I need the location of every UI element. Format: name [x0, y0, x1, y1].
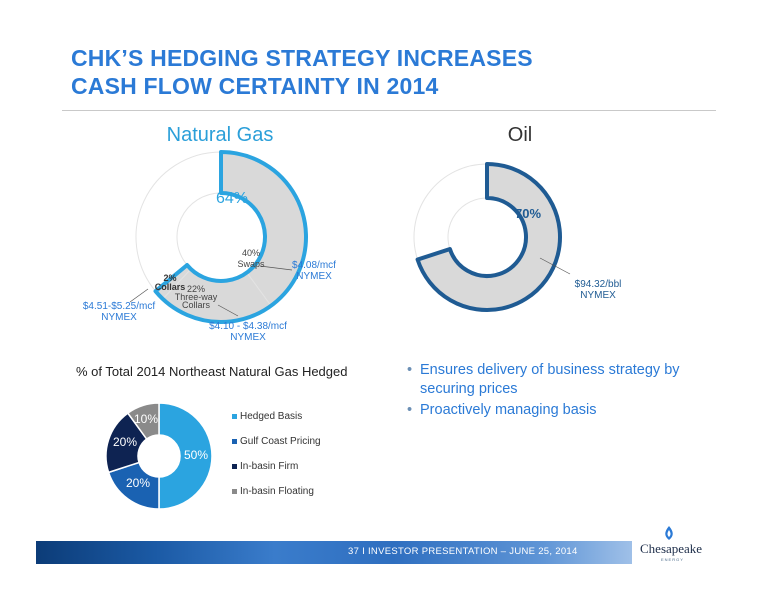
flame-icon	[665, 526, 673, 540]
legend-label: Gulf Coast Pricing	[240, 436, 321, 447]
logo-sub: ENERGY	[661, 557, 684, 562]
oil-hedged-outline	[415, 162, 562, 312]
legend-item: In-basin Firm	[232, 461, 321, 486]
three-way-leader-line	[217, 304, 239, 317]
title-divider	[62, 110, 716, 111]
gas-hedged-percent-label: 64%	[216, 190, 248, 207]
footer-text: 37 I INVESTOR PRESENTATION – JUNE 25, 20…	[348, 546, 578, 557]
three-way-label-line1: Three-way	[175, 292, 218, 302]
footer-bar	[36, 541, 632, 564]
title-line-2: CASH FLOW CERTAINTY IN 2014	[71, 73, 439, 99]
legend-label: In-basin Floating	[240, 486, 314, 497]
swaps-leader-line	[259, 265, 293, 271]
northeast-chart-title: % of Total 2014 Northeast Natural Gas He…	[76, 364, 348, 379]
bullet-icon: •	[407, 402, 413, 418]
swaps-percent-label: 40%	[242, 248, 260, 258]
logo-name: Chesapeake	[640, 541, 703, 556]
oil-hedged-percent-label: 70%	[515, 206, 541, 221]
chesapeake-logo: Chesapeake ENERGY	[640, 524, 703, 574]
collars-price: $4.51-$5.25/mcf	[83, 301, 155, 312]
bullet-icon: •	[407, 362, 413, 378]
oil-chart-title: Oil	[507, 124, 533, 146]
northeast-legend: Hedged Basis Gulf Coast Pricing In-basin F…	[232, 411, 321, 511]
legend-swatch	[232, 464, 237, 469]
donut-slice-unhedged	[413, 163, 488, 261]
three-way-price-basis: NYMEX	[230, 332, 266, 343]
legend-swatch	[232, 489, 237, 494]
oil-price: $94.32/bbl	[575, 279, 622, 290]
collars-percent-label: 2%	[163, 273, 176, 283]
natural-gas-chart-title: Natural Gas	[166, 124, 274, 146]
legend-item: Hedged Basis	[232, 411, 321, 436]
hedged-outline	[153, 150, 308, 324]
bullet-text: Ensures delivery of business strategy by…	[420, 362, 680, 397]
slide-title: CHK’S HEDGING STRATEGY INCREASES CASH FL…	[71, 44, 671, 100]
northeast-slice-label: 20%	[113, 435, 137, 449]
legend-item: In-basin Floating	[232, 486, 321, 511]
title-line-1: CHK’S HEDGING STRATEGY INCREASES	[71, 45, 533, 71]
bullet-item: • Proactively managing basis	[407, 401, 737, 420]
northeast-slice-label: 50%	[184, 448, 208, 462]
swaps-price: $4.08/mcf	[292, 260, 336, 271]
three-way-label-line2: Collars	[182, 300, 211, 310]
legend-label: In-basin Firm	[240, 461, 299, 472]
bullet-text: Proactively managing basis	[420, 402, 597, 418]
collars-price-basis: NYMEX	[101, 312, 137, 323]
legend-swatch	[232, 439, 237, 444]
oil-price-basis: NYMEX	[580, 290, 616, 301]
collars-leader-line	[129, 288, 149, 303]
donut-slice-in-basin-floating	[126, 402, 160, 441]
three-way-price: $4.10 - $4.38/mcf	[209, 321, 287, 332]
bullet-list: • Ensures delivery of business strategy …	[407, 361, 737, 422]
swaps-label: Swaps	[237, 259, 265, 269]
legend-item: Gulf Coast Pricing	[232, 436, 321, 461]
oil-leader-line	[539, 257, 571, 275]
legend-swatch	[232, 414, 237, 419]
collars-label: Collars	[155, 282, 186, 292]
three-way-percent-label: 22%	[187, 284, 205, 294]
swaps-price-basis: NYMEX	[296, 271, 332, 282]
northeast-slice-label: 10%	[134, 412, 158, 426]
donut-slice-unhedged	[135, 151, 222, 292]
bullet-item: • Ensures delivery of business strategy …	[407, 361, 737, 399]
donut-slice-hedged-basis	[158, 402, 213, 510]
northeast-slice-label: 20%	[126, 476, 150, 490]
legend-label: Hedged Basis	[240, 411, 303, 422]
